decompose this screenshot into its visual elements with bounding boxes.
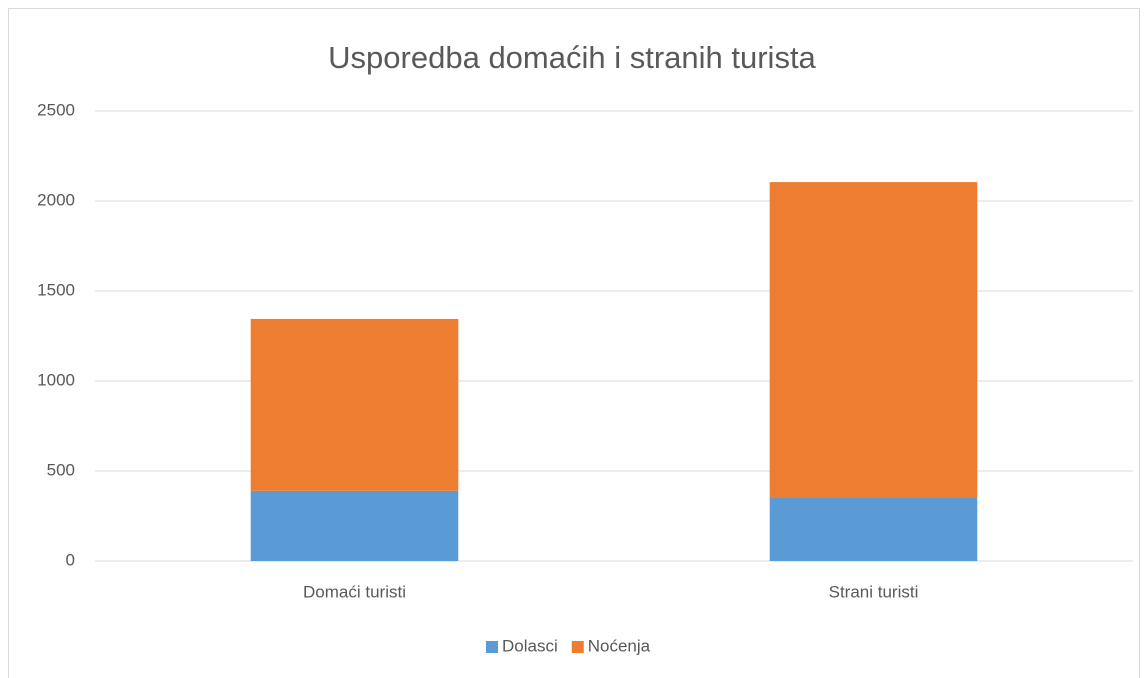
bar-segment bbox=[250, 490, 459, 561]
x-tick-label: Strani turisti bbox=[829, 582, 919, 601]
x-tick-label: Domaći turisti bbox=[303, 582, 406, 601]
legend-swatch bbox=[571, 641, 584, 653]
legend-swatch bbox=[486, 641, 498, 653]
y-tick-label: 500 bbox=[47, 460, 75, 479]
chart-title: Usporedba domaćih i stranih turista bbox=[328, 40, 816, 75]
legend-label: Noćenja bbox=[588, 636, 651, 655]
y-tick-label: 2000 bbox=[37, 190, 75, 209]
bar-segment bbox=[250, 318, 459, 491]
y-tick-label: 0 bbox=[66, 550, 75, 569]
y-tick-label: 1000 bbox=[37, 370, 75, 389]
bar-segment bbox=[769, 182, 978, 498]
bar-segment bbox=[769, 497, 978, 561]
legend-label: Dolasci bbox=[502, 636, 558, 655]
y-tick-label: 2500 bbox=[37, 100, 75, 119]
y-tick-label: 1500 bbox=[37, 280, 75, 299]
